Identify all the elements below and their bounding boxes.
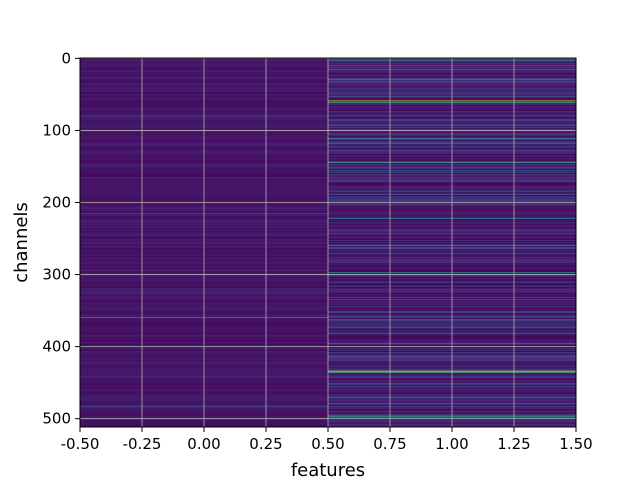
x-tick-label: 1.25	[497, 435, 530, 453]
y-tick-label: 0	[61, 49, 71, 67]
x-tick-label: 0.00	[187, 435, 220, 453]
x-axis-label: features	[291, 460, 365, 480]
x-tick-label: 1.50	[559, 435, 592, 453]
y-tick-label: 100	[42, 121, 71, 139]
y-axis: 0 100 200 300 400 500	[42, 49, 80, 428]
x-tick-label: 0.25	[249, 435, 282, 453]
x-tick-label: -0.50	[61, 435, 100, 453]
x-tick-label: 0.75	[373, 435, 406, 453]
y-axis-label: channels	[11, 202, 32, 283]
x-tick-label: 0.50	[311, 435, 344, 453]
x-tick-label: 1.00	[435, 435, 468, 453]
y-tick-label: 500	[42, 410, 71, 428]
x-tick-label: -0.25	[123, 435, 162, 453]
y-tick-label: 400	[42, 338, 71, 356]
y-tick-label: 300	[42, 266, 71, 284]
y-tick-label: 200	[42, 194, 71, 212]
x-axis: -0.50 -0.25 0.00 0.25 0.50 0.75 1.00 1.25 1.50	[61, 427, 593, 453]
